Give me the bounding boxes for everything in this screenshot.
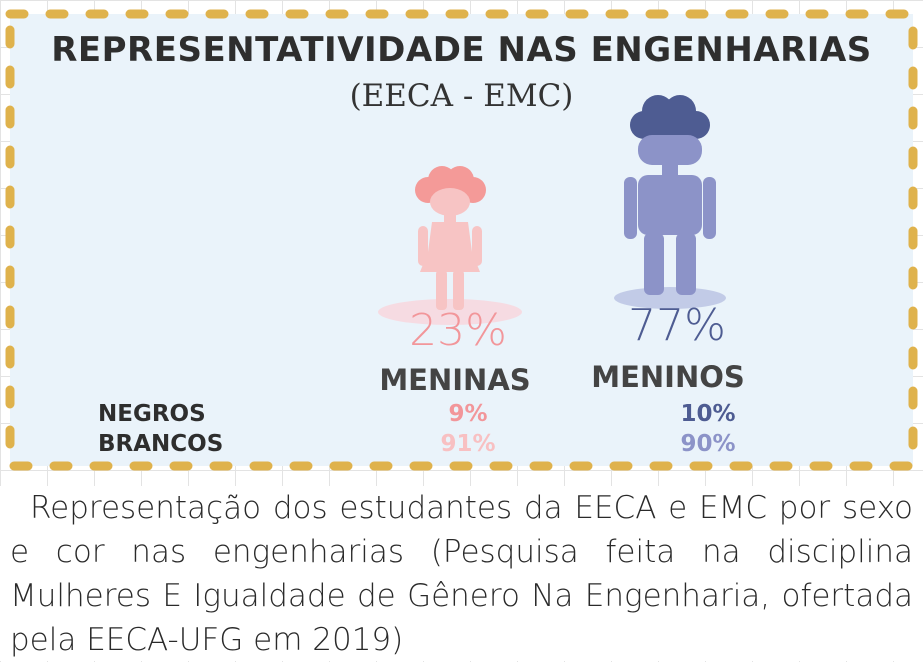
girls-percentage: 23% <box>409 305 507 356</box>
dashed-border <box>5 9 918 471</box>
boy-figure-icon <box>614 95 726 309</box>
boys-brancos-value: 90% <box>680 431 736 457</box>
girls-negros-value: 9% <box>448 401 488 427</box>
boys-negros-value: 10% <box>680 401 736 427</box>
girl-figure-icon <box>378 166 522 325</box>
row-label-negros: NEGROS <box>98 401 206 427</box>
boys-label: MENINOS <box>591 360 745 394</box>
infographic-title: REPRESENTATIVIDADE NAS ENGENHARIAS <box>51 30 872 70</box>
girls-brancos-value: 91% <box>440 431 496 457</box>
boys-percentage: 77% <box>628 300 726 351</box>
caption-text: Representação dos estudantes da EECA e E… <box>10 490 913 658</box>
row-label-brancos: BRANCOS <box>98 431 224 457</box>
caption-block: Representação dos estudantes da EECA e E… <box>0 486 923 661</box>
infographic-subtitle: (EECA - EMC) <box>349 78 574 114</box>
girls-label: MENINAS <box>379 363 531 397</box>
